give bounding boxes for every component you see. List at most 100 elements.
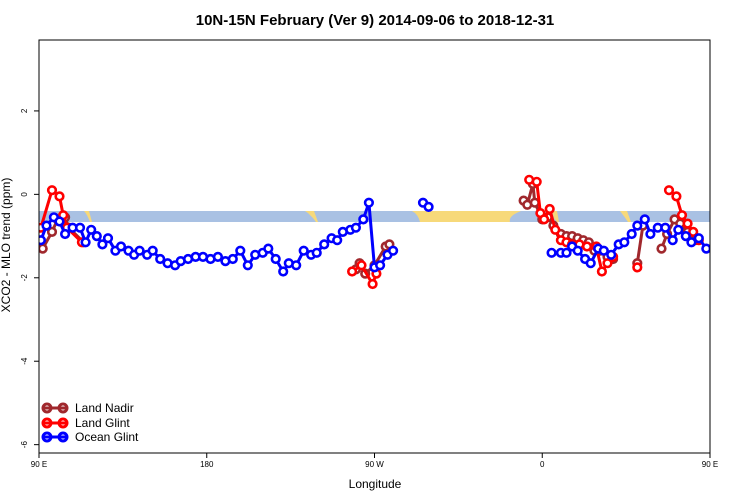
y-axis: -6 -4 -2 0 2 (20, 108, 39, 448)
data-point-land-glint (596, 266, 608, 277)
data-point-land-glint (538, 214, 550, 225)
y-tick-label: 0 (20, 192, 29, 197)
data-point-ocean-glint (606, 249, 617, 260)
data-point-ocean-glint (673, 224, 684, 235)
y-tick-label: -2 (20, 274, 29, 282)
data-point-land-glint (682, 218, 693, 229)
land-patch (552, 211, 559, 222)
x-axis: 90 E 180 90 W 0 90 E (31, 453, 718, 469)
data-point-land-nadir (46, 226, 58, 237)
data-point-ocean-glint (598, 245, 609, 256)
data-point-ocean-glint (291, 260, 302, 271)
data-point-ocean-glint (270, 253, 281, 265)
data-point-ocean-glint (155, 253, 166, 265)
data-point-land-glint (544, 203, 555, 215)
data-point-ocean-glint (97, 239, 108, 250)
legend-marker-land-nadir (57, 402, 69, 414)
y-tick-label: -4 (20, 357, 29, 365)
data-point-ocean-glint (278, 266, 289, 277)
data-point-ocean-glint (619, 237, 630, 248)
y-axis-label: XCO2 - MLO trend (ppm) (0, 178, 13, 313)
data-point-land-glint (632, 262, 643, 273)
data-point-ocean-glint (86, 224, 97, 235)
legend: Land Nadir Land Glint Ocean Glint (41, 401, 139, 444)
y-tick-label: 2 (20, 108, 29, 113)
data-point-ocean-glint (686, 237, 697, 248)
data-point-ocean-glint (319, 239, 330, 250)
data-point-ocean-glint (74, 222, 86, 233)
data-point-ocean-glint (298, 245, 309, 256)
data-point-ocean-glint (358, 214, 369, 225)
series-ocean-glint (39, 197, 710, 277)
data-point-land-nadir (39, 243, 48, 254)
data-point-land-glint (581, 241, 593, 252)
data-point-ocean-glint (134, 245, 145, 256)
data-point-ocean-glint (546, 247, 557, 258)
data-point-ocean-glint (41, 220, 52, 231)
y-tick-label: -6 (20, 441, 29, 449)
data-point-ocean-glint (693, 233, 704, 244)
data-point-land-glint (676, 210, 688, 221)
legend-item-land-nadir: Land Nadir (41, 401, 134, 415)
data-point-ocean-glint (680, 231, 691, 242)
x-axis-label: Longitude (349, 477, 402, 491)
legend-item-ocean-glint: Ocean Glint (41, 430, 139, 444)
data-point-ocean-glint (375, 260, 386, 271)
data-point-ocean-glint (91, 231, 102, 242)
legend-label-land-glint: Land Glint (75, 416, 130, 430)
legend-marker-land-glint (41, 417, 53, 429)
data-point-ocean-glint (585, 258, 596, 269)
legend-item-land-glint: Land Glint (41, 416, 130, 430)
data-point-land-glint (602, 258, 613, 269)
land-patch (412, 211, 521, 222)
ocean-band (39, 211, 710, 222)
legend-label-ocean-glint: Ocean Glint (75, 430, 139, 444)
data-point-ocean-glint (332, 235, 343, 246)
x-tick-label: 180 (200, 460, 214, 469)
data-point-ocean-glint (632, 220, 643, 231)
legend-marker-ocean-glint (57, 431, 69, 443)
data-point-ocean-glint (639, 214, 650, 225)
legend-marker-land-nadir (41, 402, 53, 414)
data-point-ocean-glint (39, 235, 46, 246)
x-tick-label: 90 W (365, 460, 384, 469)
data-point-ocean-glint (80, 237, 91, 248)
data-point-land-glint (347, 266, 358, 277)
data-point-ocean-glint (363, 197, 375, 208)
data-point-ocean-glint (388, 245, 399, 256)
data-point-ocean-glint (102, 233, 114, 244)
land-patch (84, 211, 92, 222)
data-point-land-glint (54, 191, 65, 202)
data-point-ocean-glint (423, 201, 434, 212)
data-point-ocean-glint (660, 222, 671, 233)
data-point-ocean-glint (350, 222, 362, 233)
data-point-land-glint (46, 185, 58, 196)
legend-marker-land-glint (57, 417, 69, 429)
data-point-ocean-glint (115, 241, 127, 252)
data-point-ocean-glint (54, 216, 65, 227)
data-point-ocean-glint (645, 228, 656, 240)
legend-label-land-nadir: Land Nadir (75, 401, 134, 415)
data-point-ocean-glint (701, 243, 710, 254)
series-line-land-glint (351, 263, 378, 286)
x-tick-label: 0 (540, 460, 545, 469)
legend-marker-ocean-glint (41, 431, 53, 443)
data-point-land-glint (531, 176, 542, 187)
series-layer (39, 174, 710, 290)
map-band (39, 211, 710, 222)
data-point-ocean-glint (59, 228, 71, 240)
data-point-land-glint (550, 224, 561, 235)
data-point-ocean-glint (212, 251, 223, 262)
data-point-ocean-glint (263, 243, 274, 254)
data-point-land-nadir (656, 243, 667, 254)
data-point-land-glint (356, 260, 367, 271)
x-tick-label: 90 E (31, 460, 47, 469)
data-point-ocean-glint (572, 245, 583, 256)
land-patch (305, 211, 318, 222)
x-tick-label: 90 E (702, 460, 718, 469)
land-patch (620, 211, 631, 222)
data-point-land-glint (663, 185, 675, 196)
data-point-land-glint (688, 226, 699, 237)
data-point-ocean-glint (667, 235, 678, 246)
